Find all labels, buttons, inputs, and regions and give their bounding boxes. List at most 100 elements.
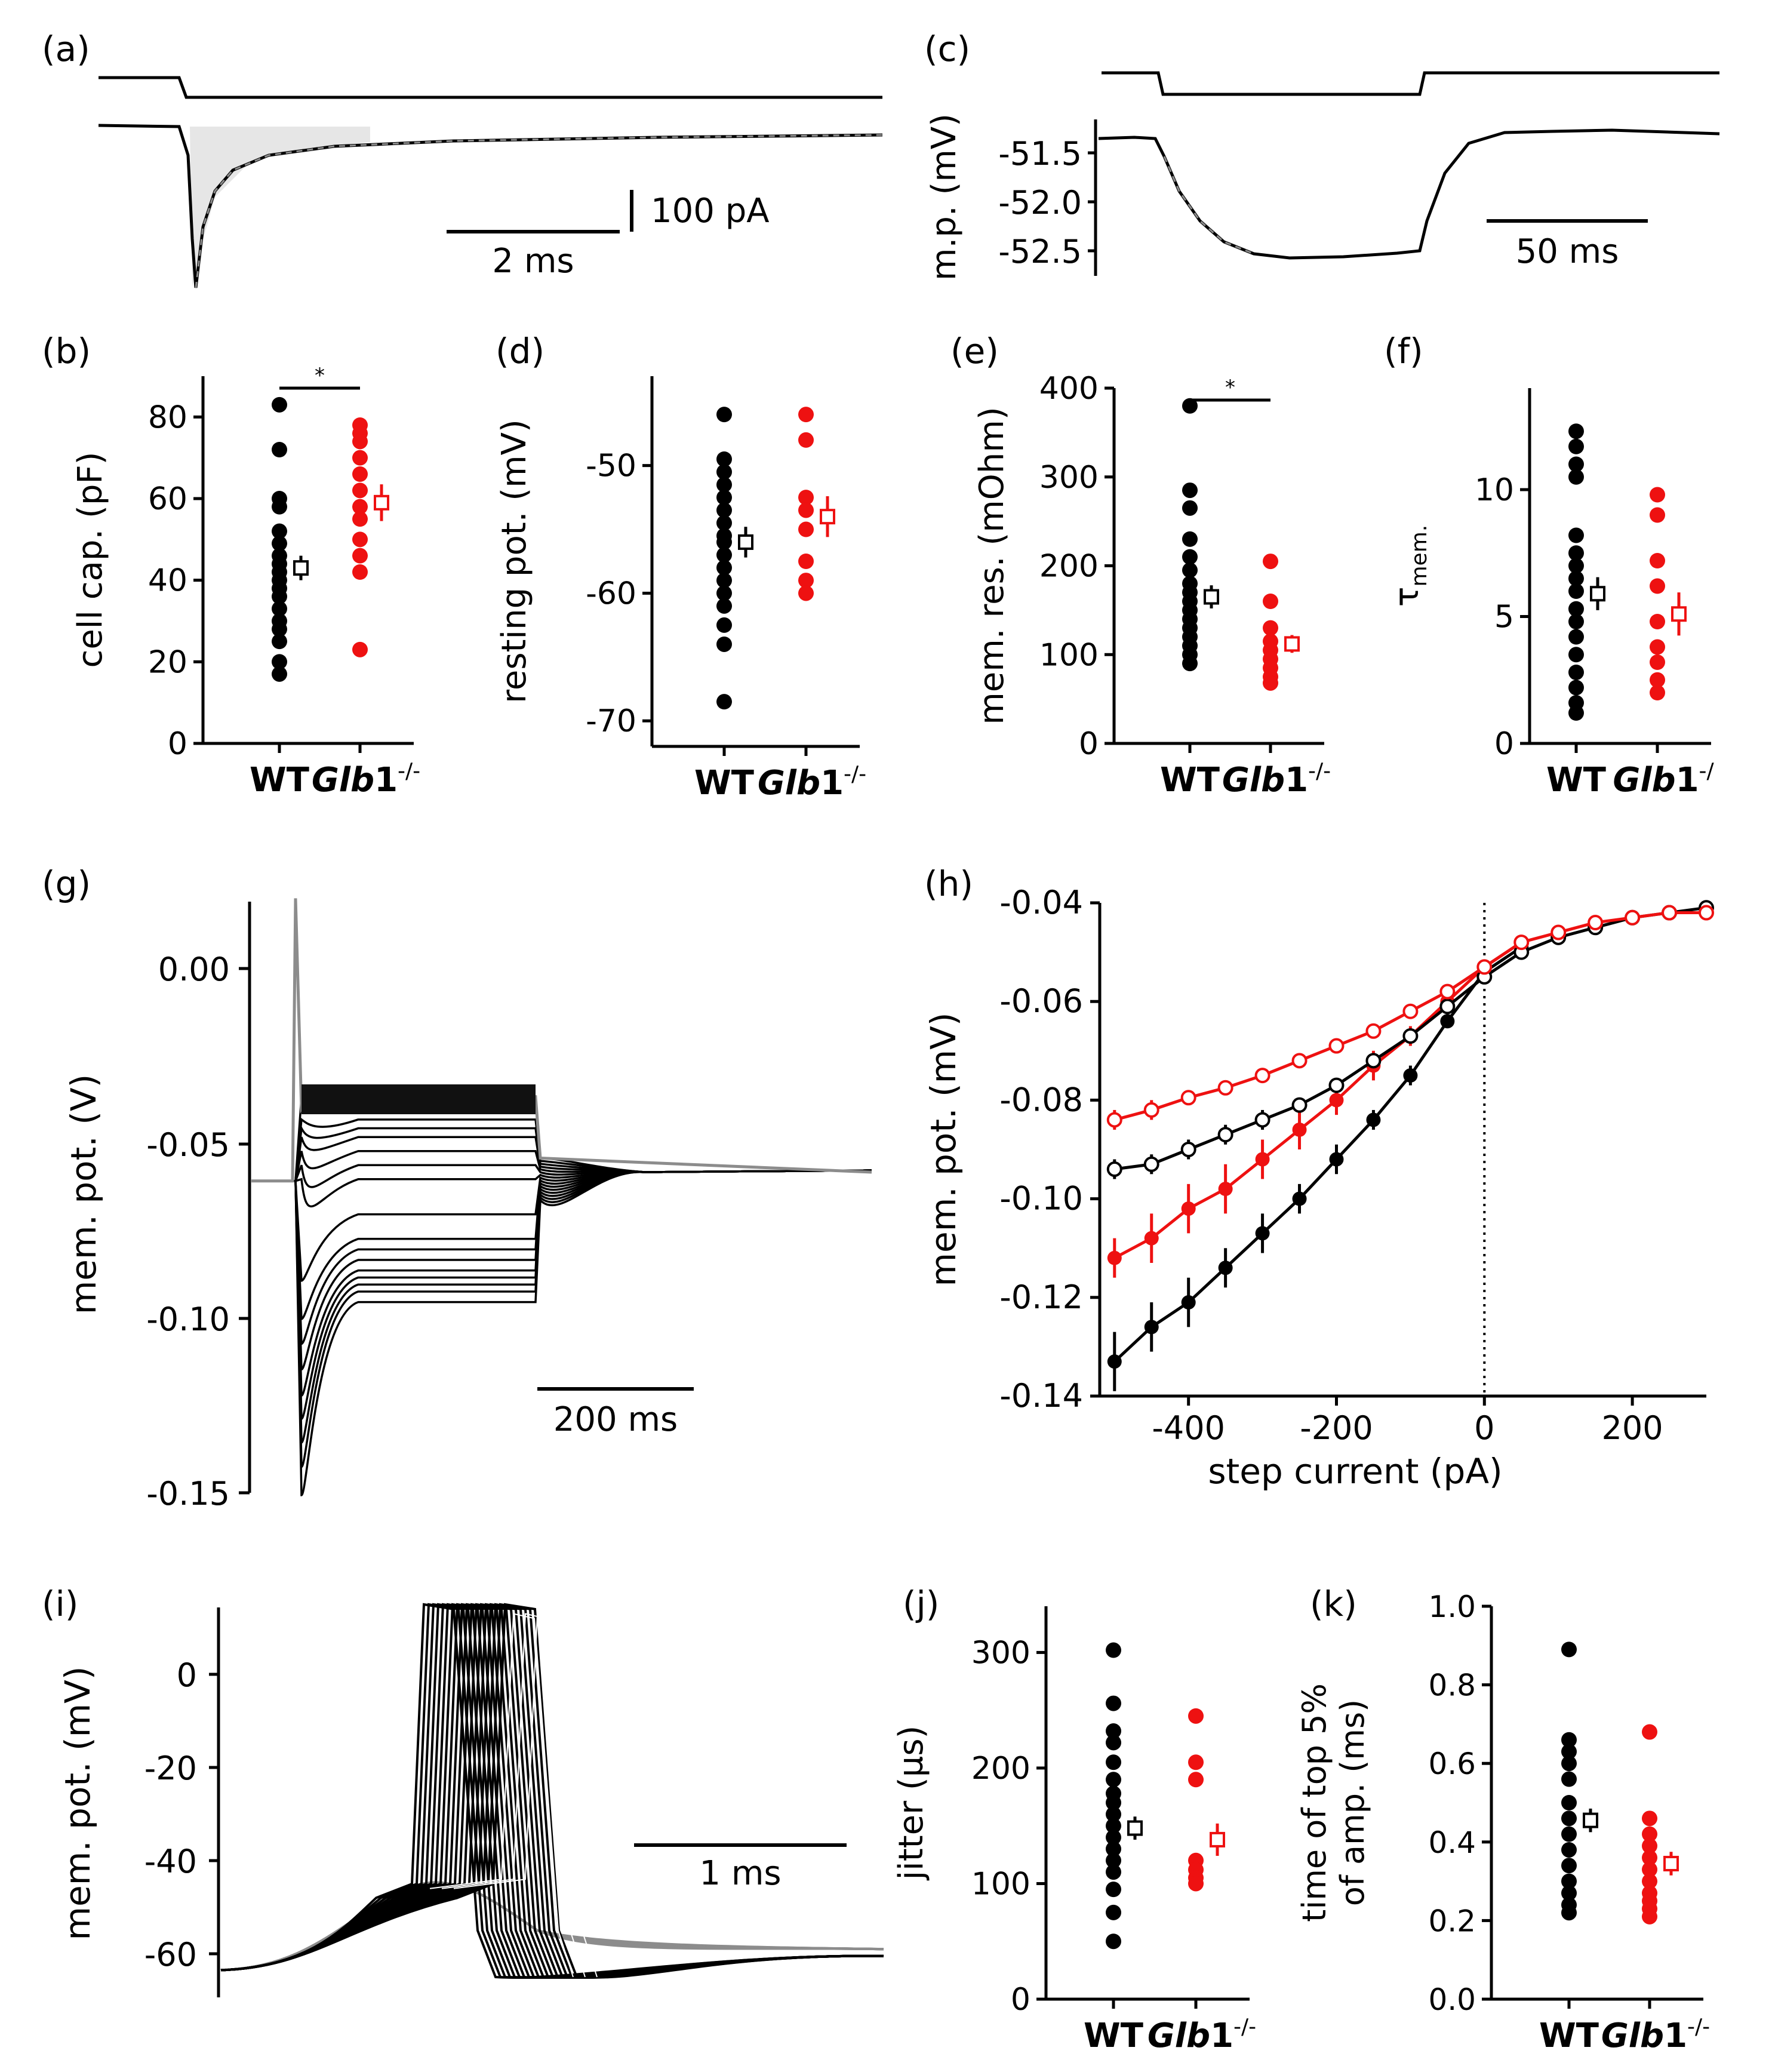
f-point-wt <box>1568 629 1584 645</box>
k-point-wt <box>1561 1826 1577 1842</box>
h-point <box>1143 1102 1159 1118</box>
d-point-wt <box>716 559 732 576</box>
b-point-wt <box>272 523 287 539</box>
panel-g: 0.00 -0.05 -0.10 -0.15 mem. pot. (V) 200… <box>63 898 872 1513</box>
e-significance-star: * <box>1225 376 1235 399</box>
panel-label-f: (f) <box>1384 331 1423 371</box>
h-point <box>1625 909 1641 926</box>
e-ytick-label: 200 <box>1039 549 1099 585</box>
f-ytick-label: 0 <box>1494 726 1514 762</box>
h-series-line <box>1113 946 1522 1363</box>
k-point-ko <box>1642 1873 1657 1889</box>
h-point <box>1254 1068 1270 1084</box>
panel-label-g: (g) <box>42 863 91 904</box>
d-point-ko <box>798 502 814 518</box>
h-ytick-label: -0.14 <box>999 1377 1083 1415</box>
d-point-wt <box>716 547 732 563</box>
a-voltage-step <box>99 76 882 99</box>
b-point-wt <box>272 589 287 604</box>
h-point <box>1107 1250 1122 1265</box>
d-point-wt <box>716 490 732 506</box>
k-point-wt <box>1561 1810 1577 1827</box>
j-point-wt <box>1106 1864 1121 1880</box>
d-ytick-label: -60 <box>586 576 636 611</box>
h-point <box>1699 905 1714 921</box>
f-point-wt <box>1568 456 1584 472</box>
i-ap-highlight <box>441 1613 586 1978</box>
e-group-label-ko: Glb1-/- <box>1222 759 1331 800</box>
b-point-ko <box>352 548 368 564</box>
i-ytick-label: -20 <box>144 1750 197 1787</box>
d-mean-marker-ko <box>820 509 835 525</box>
g-ytick-label: -0.10 <box>146 1301 230 1338</box>
panel-f: 0 5 10 τmem. WT Glb1-/ <box>1388 388 1715 800</box>
k-group-label-wt: WT <box>1539 2016 1599 2055</box>
k-point-wt <box>1561 1732 1577 1748</box>
e-point-wt <box>1182 656 1198 672</box>
j-point-ko <box>1188 1708 1204 1724</box>
f-point-wt <box>1568 614 1584 629</box>
h-point <box>1106 1112 1122 1128</box>
c-mp-trace <box>1098 128 1720 260</box>
j-ytick-label: 100 <box>971 1866 1030 1902</box>
h-x-axis-label: step current (pA) <box>1208 1451 1502 1492</box>
panel-label-a: (a) <box>42 29 90 69</box>
f-mean-marker-wt <box>1590 586 1605 602</box>
f-point-wt <box>1568 558 1584 574</box>
b-mean-marker-ko <box>374 494 389 511</box>
g-time-scale-label: 200 ms <box>553 1400 678 1439</box>
h-point <box>1218 1261 1233 1275</box>
e-y-axis-label: mem. res. (mOhm) <box>973 407 1011 725</box>
b-point-wt <box>272 666 287 682</box>
h-point <box>1366 1112 1381 1127</box>
c-fit-trace <box>1163 156 1254 255</box>
f-ytick-label: 5 <box>1494 600 1514 635</box>
k-point-wt <box>1561 1885 1577 1901</box>
d-point-ko <box>798 554 814 569</box>
d-point-ko <box>798 573 814 589</box>
b-significance-star: * <box>315 364 325 388</box>
d-ytick-label: -50 <box>586 448 636 484</box>
e-mean-marker-ko <box>1284 636 1300 652</box>
b-point-ko <box>352 482 368 499</box>
c-ytick-label: -52.5 <box>998 233 1082 270</box>
d-point-wt <box>716 477 732 493</box>
b-point-wt <box>272 654 287 670</box>
e-mean-marker-wt <box>1204 589 1219 605</box>
f-point-wt <box>1568 665 1584 680</box>
d-point-wt <box>716 694 732 710</box>
h-point <box>1328 1038 1345 1054</box>
j-point-wt <box>1106 1772 1121 1788</box>
h-point <box>1440 1014 1455 1029</box>
panel-j: 0 100 200 300 jitter (µs) WT Glb1-/- <box>892 1606 1256 2055</box>
panel-label-h: (h) <box>924 863 973 904</box>
f-point-wt <box>1568 527 1584 543</box>
d-point-wt <box>716 573 732 589</box>
b-point-wt <box>272 442 287 457</box>
d-point-wt <box>716 451 732 467</box>
h-point <box>1403 1068 1418 1083</box>
d-point-wt <box>716 464 732 480</box>
k-point-ko <box>1642 1826 1657 1842</box>
j-point-wt <box>1106 1806 1121 1822</box>
d-point-wt <box>716 598 732 614</box>
h-ytick-label: -0.12 <box>999 1278 1083 1316</box>
e-point-ko <box>1263 594 1278 609</box>
f-y-axis-label: τmem. <box>1388 525 1432 607</box>
k-point-wt <box>1561 1756 1577 1772</box>
a-time-scale-label: 2 ms <box>492 242 574 281</box>
j-point-wt <box>1106 1642 1121 1658</box>
f-point-ko <box>1650 614 1665 629</box>
f-point-wt <box>1568 705 1584 721</box>
h-point <box>1365 1053 1382 1069</box>
e-ytick-label: 400 <box>1039 371 1099 407</box>
b-point-ko <box>352 466 368 482</box>
b-point-wt <box>272 396 287 413</box>
k-point-ko <box>1642 1908 1657 1925</box>
e-point-ko <box>1263 620 1278 636</box>
h-point <box>1218 1182 1233 1197</box>
panel-b: 0 20 40 60 80 cell cap. (pF) WT Glb1-/- * <box>71 364 420 800</box>
h-point <box>1662 905 1678 921</box>
j-mean-marker-ko <box>1210 1831 1225 1847</box>
b-point-wt <box>272 499 287 515</box>
